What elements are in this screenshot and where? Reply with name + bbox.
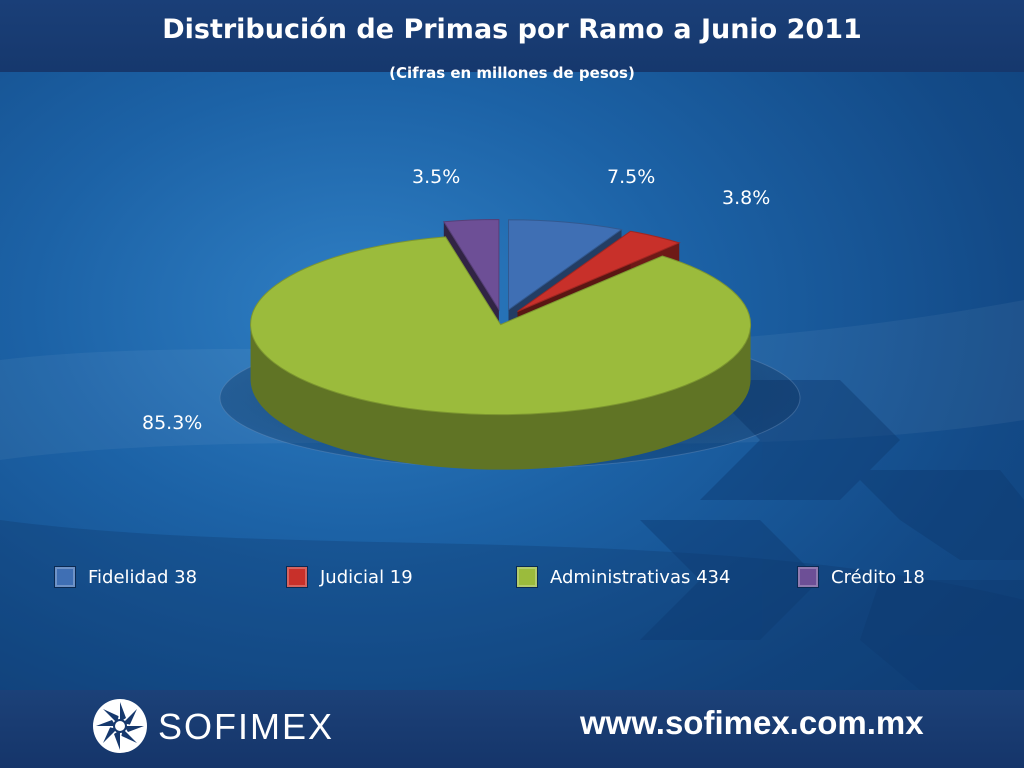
legend-item-fidelidad: Fidelidad 38	[54, 565, 197, 589]
chart-title: Distribución de Primas por Ramo a Junio …	[162, 14, 862, 45]
legend-label-credito: Crédito 18	[831, 566, 925, 588]
website-link[interactable]: www.sofimex.com.mx	[580, 704, 924, 741]
legend-item-credito: Crédito 18	[797, 565, 925, 589]
pct-label-fidelidad: 7.5%	[607, 166, 656, 188]
legend-swatch-administrativas	[516, 566, 538, 588]
legend-label-administrativas: Administrativas 434	[550, 566, 731, 588]
pie-slice-top-fidelidad	[508, 219, 623, 311]
pct-label-judicial: 3.8%	[722, 187, 771, 209]
brand-name: SOFIMEX	[158, 706, 335, 747]
legend-swatch-credito	[797, 566, 819, 588]
pie-slice-administrativas	[250, 236, 751, 470]
legend-item-judicial: Judicial 19	[286, 565, 413, 589]
pie-slice-side-administrativas	[250, 324, 751, 470]
footer-band	[0, 690, 1024, 768]
sofimex-logo-icon	[93, 699, 147, 753]
chart-subtitle: (Cifras en millones de pesos)	[389, 64, 635, 82]
pie-slice-top-administrativas	[250, 236, 751, 416]
legend-label-judicial: Judicial 19	[320, 566, 413, 588]
pct-label-credito: 3.5%	[412, 166, 461, 188]
pct-label-administrativas: 85.3%	[142, 412, 203, 434]
pie-slice-top-credito	[442, 218, 500, 312]
legend-item-administrativas: Administrativas 434	[516, 565, 730, 589]
title-band	[0, 0, 1024, 72]
legend-swatch-fidelidad	[54, 566, 76, 588]
pie-slice-top-judicial	[517, 230, 681, 312]
legend-swatch-judicial	[286, 566, 308, 588]
legend-label-fidelidad: Fidelidad 38	[88, 566, 198, 588]
